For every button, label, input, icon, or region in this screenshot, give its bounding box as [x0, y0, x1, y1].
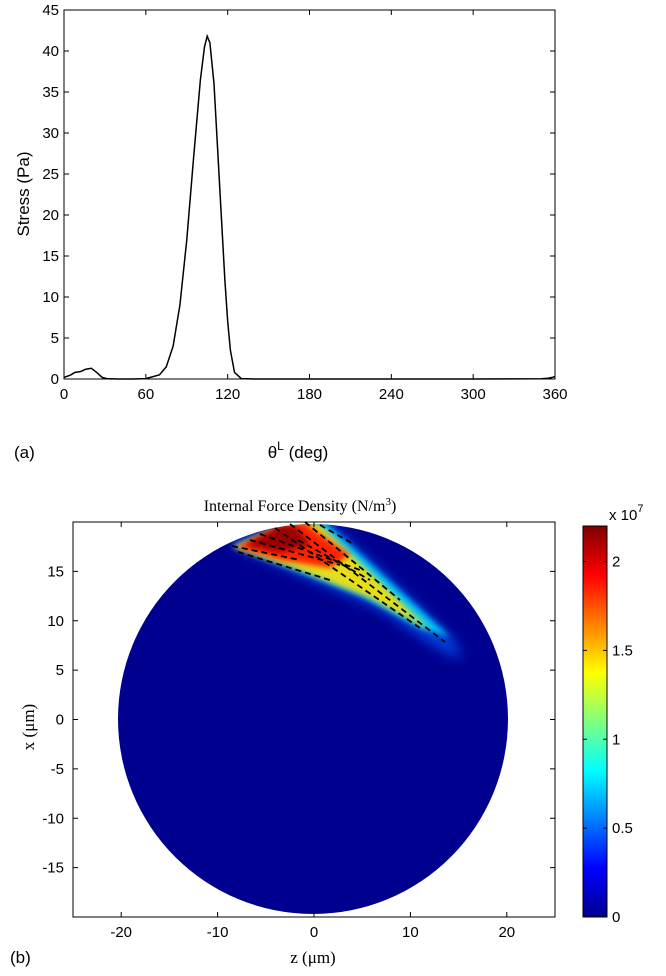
panel-a: 0 60 120 180 240 300 360 0 5 10 15 20 25 30 35 40 45 (a…	[14, 2, 568, 462]
y-tick-label: 15	[47, 563, 64, 580]
colorbar: 0 0.5 1 1.5 2 x 107	[582, 503, 643, 926]
heatmap-title: Internal Force Density (N/m3)	[204, 496, 397, 515]
force-arrows	[231, 521, 446, 643]
y-tick-label: 15	[42, 248, 59, 265]
x-tick-label: 360	[542, 386, 567, 403]
y-tick-label: 5	[51, 330, 59, 347]
y-tick-label: 25	[42, 166, 59, 183]
x-tick-label: 20	[498, 924, 515, 941]
colorbar-tick-label: 0	[612, 909, 620, 926]
y-tick-label: 20	[42, 207, 59, 224]
x-tick-label: 300	[461, 386, 486, 403]
y-axis-label-b: x (μm)	[19, 704, 38, 750]
panel-b: Internal Force Density (N/m3) -20 -10 0 10 2…	[10, 496, 643, 967]
colorbar-tick-label: 2	[612, 554, 620, 571]
heatmap-title-main: Internal Force Density (N/m	[204, 498, 386, 515]
colorbar-multiplier-exp: 7	[637, 503, 643, 515]
y-axis-label-a: Stress (Pa)	[14, 151, 33, 236]
x-tick-label: 10	[402, 924, 419, 941]
x-axis-label-sup: L	[277, 439, 284, 453]
heatmap-title-sup: 3	[385, 496, 391, 508]
y-tick-label: 30	[42, 125, 59, 142]
y-tick-label: 35	[42, 84, 59, 101]
y-tick-label: 45	[42, 2, 59, 19]
y-tick-label: 0	[56, 712, 64, 729]
x-tick-label: 0	[60, 386, 68, 403]
colorbar-multiplier: x 107	[609, 503, 643, 524]
colorbar-tick-label: 0.5	[612, 820, 633, 837]
y-tick-label: 5	[56, 662, 64, 679]
x-axis-label-a: θL (deg)	[268, 439, 329, 462]
x-tick-label: -10	[207, 924, 229, 941]
x-axis-label-symbol: θ	[268, 443, 277, 462]
y-tick-label: -10	[42, 810, 64, 827]
heatmap-title-end: )	[391, 498, 396, 515]
x-axis-ticks-a: 0 60 120 180 240 300 360	[60, 10, 568, 403]
x-tick-label: 240	[379, 386, 404, 403]
colorbar-gradient	[582, 525, 608, 918]
force-density-disk	[118, 524, 508, 914]
colorbar-multiplier-base: x 10	[609, 507, 637, 524]
x-tick-label: 120	[215, 386, 240, 403]
y-tick-label: -5	[51, 761, 64, 778]
y-tick-label: 10	[42, 289, 59, 306]
colorbar-tick-label: 1	[612, 731, 620, 748]
x-axis-ticks-b: -20 -10 0 10 20	[110, 522, 515, 941]
y-tick-label: 0	[51, 371, 59, 388]
x-tick-label: 180	[297, 386, 322, 403]
y-tick-label: 40	[42, 43, 59, 60]
x-axis-label-b: z (μm)	[290, 948, 335, 967]
y-tick-label: 10	[47, 613, 64, 630]
panel-label-a: (a)	[14, 443, 35, 462]
panel-label-b: (b)	[10, 948, 31, 967]
plot-area-a	[63, 9, 556, 380]
colorbar-ticks: 0 0.5 1 1.5 2	[583, 554, 633, 926]
x-axis-label-unit: (deg)	[284, 443, 328, 462]
x-tick-label: -20	[110, 924, 132, 941]
y-tick-label: -15	[42, 860, 64, 877]
colorbar-tick-label: 1.5	[612, 642, 633, 659]
x-tick-label: 0	[310, 924, 318, 941]
x-tick-label: 60	[137, 386, 154, 403]
y-axis-ticks-b: -15 -10 -5 0 5 10 15	[42, 563, 555, 877]
y-axis-ticks-a: 0 5 10 15 20 25 30 35 40 45	[42, 2, 555, 388]
stress-curve	[63, 33, 556, 380]
